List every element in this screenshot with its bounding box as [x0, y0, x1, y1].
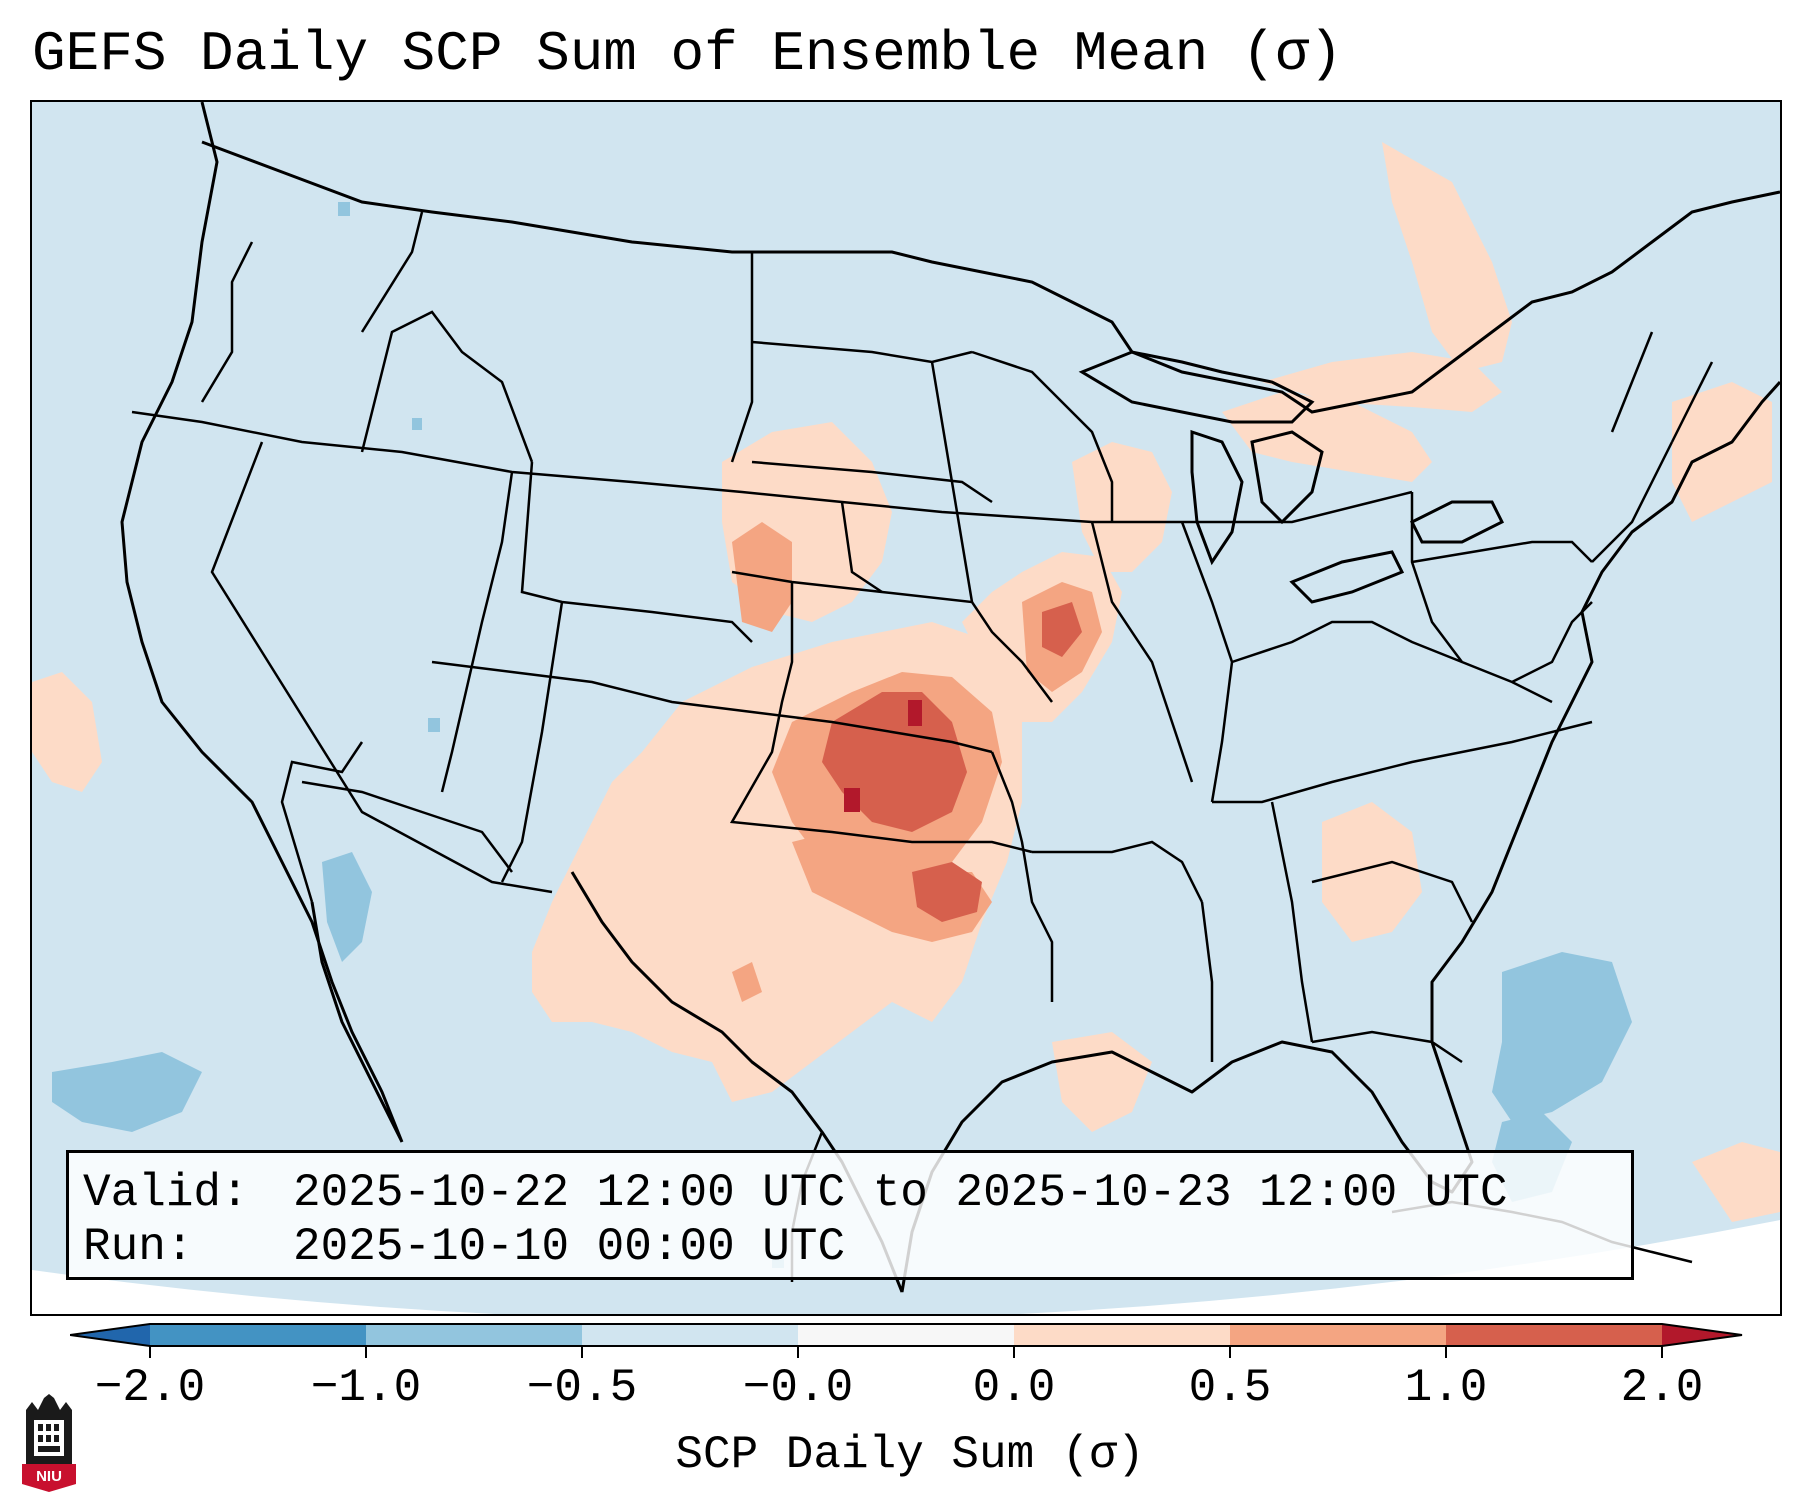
- us-canada-border: [201, 140, 1780, 414]
- coastline-outline: [120, 102, 1780, 1293]
- colorbar-segment: [150, 1324, 367, 1346]
- colorbar-segment: [1446, 1324, 1663, 1346]
- colorbar-tick-label: 0.5: [1188, 1362, 1272, 1414]
- valid-row: Valid: 2025-10-22 12:00 UTC to 2025-10-23…: [83, 1166, 1631, 1220]
- colorbar-segment: [366, 1324, 583, 1346]
- colorbar-tick-label: −2.0: [94, 1362, 206, 1414]
- scp-area-neg-baja: [322, 852, 372, 962]
- colorbar-tick-label: −0.5: [526, 1362, 638, 1414]
- valid-value: 2025-10-22 12:00 UTC to 2025-10-23 12:00…: [293, 1167, 1508, 1219]
- logo-text: NIU: [36, 1468, 62, 1485]
- map-canvas: [32, 102, 1780, 1314]
- great-lakes: [1078, 350, 1505, 604]
- colorbar-tick-label: −0.0: [742, 1362, 854, 1414]
- colorbar-segment: [798, 1324, 1015, 1346]
- scp-area-light-quebec: [1382, 142, 1512, 372]
- colorbar-tick-label: 1.0: [1404, 1362, 1488, 1414]
- scp-area-medium-panhandle: [732, 962, 762, 1002]
- run-key: Run:: [83, 1221, 194, 1273]
- valid-key: Valid:: [83, 1167, 249, 1219]
- scp-cell-neg-1: [338, 202, 350, 216]
- scp-cell-neg-2: [412, 418, 422, 430]
- domain-edge: [32, 1220, 1780, 1314]
- valid-time-box: Valid: 2025-10-22 12:00 UTC to 2025-10-23…: [66, 1150, 1634, 1280]
- scp-area-light-greatlakes: [1222, 392, 1432, 482]
- map-panel[interactable]: [30, 100, 1782, 1316]
- scp-cell-neg-3: [428, 718, 440, 732]
- scp-area-light-ontario: [1262, 352, 1502, 412]
- colorbar-segment: [1014, 1324, 1231, 1346]
- scp-cell-extreme-1: [908, 700, 922, 726]
- colorbar-label: SCP Daily Sum (σ): [675, 1429, 1145, 1481]
- scp-cell-extreme-2: [844, 788, 860, 812]
- scp-area-high-iowa: [1042, 602, 1082, 657]
- scp-area-light-newengland: [1672, 382, 1772, 522]
- colorbar-tick-label: 0.0: [972, 1362, 1056, 1414]
- scp-area-light-pacific: [32, 672, 102, 792]
- colorbar-segment: [582, 1324, 799, 1346]
- scp-area-high-oklahoma: [912, 862, 982, 922]
- run-row: Run: 2025-10-10 00:00 UTC: [83, 1220, 1631, 1274]
- chart-title: GEFS Daily SCP Sum of Ensemble Mean (σ): [32, 22, 1343, 86]
- niu-logo: NIU: [20, 1392, 78, 1497]
- scp-area-neg-atlantic: [1492, 952, 1632, 1122]
- colorbar-extend-high: [1662, 1324, 1742, 1346]
- scp-field-layer: [32, 142, 1780, 1268]
- colorbar-tick-label: 2.0: [1620, 1362, 1704, 1414]
- run-value: 2025-10-10 00:00 UTC: [293, 1221, 846, 1273]
- state-boundaries: [131, 211, 1714, 1064]
- scp-area-light-atlantic: [1692, 1142, 1780, 1222]
- scp-area-neg-pacific: [52, 1052, 202, 1132]
- colorbar-tick-label: −1.0: [310, 1362, 422, 1414]
- colorbar-extend-low: [70, 1324, 150, 1346]
- niu-logo-icon: [22, 1394, 76, 1492]
- colorbar: [70, 1323, 1743, 1358]
- colorbar-segment: [1230, 1324, 1447, 1346]
- scp-area-light-carolinas: [1322, 802, 1422, 942]
